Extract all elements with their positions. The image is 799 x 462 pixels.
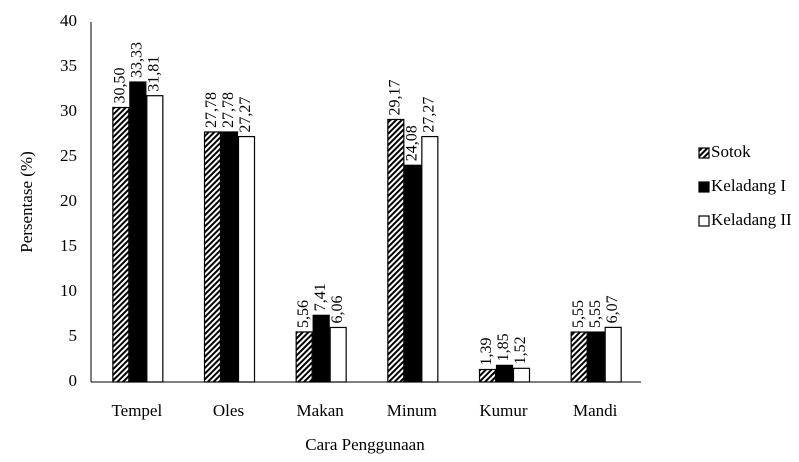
- value-label: 5,55: [570, 300, 587, 328]
- y-tick-label: 15: [60, 236, 77, 255]
- bar: [421, 135, 439, 383]
- y-tick-label: 40: [60, 11, 77, 30]
- bar: [220, 131, 239, 383]
- x-tick-label: Kumur: [479, 401, 528, 420]
- y-tick-label: 10: [60, 281, 77, 300]
- legend-swatch: [698, 215, 710, 227]
- legend-label: Keladang I: [711, 176, 786, 195]
- bar: [237, 135, 256, 383]
- value-label: 5,56: [295, 300, 312, 328]
- x-tick-label: Makan: [297, 401, 345, 420]
- x-tick-label: Mandi: [573, 401, 618, 420]
- bar: [404, 164, 422, 383]
- y-tick-label: 5: [69, 326, 78, 345]
- value-label: 5,55: [587, 300, 604, 328]
- x-tick-label: Tempel: [111, 401, 162, 420]
- x-tick-label: Oles: [213, 401, 244, 420]
- x-tick-label: Minum: [387, 401, 437, 420]
- bar: [512, 367, 531, 383]
- value-label: 29,17: [387, 79, 404, 115]
- value-label: 6,06: [329, 295, 346, 323]
- legend-label: Sotok: [711, 142, 751, 161]
- value-label: 30,50: [112, 68, 129, 104]
- value-label: 33,33: [129, 42, 146, 78]
- value-label: 1,52: [512, 336, 529, 364]
- legend-swatch: [698, 147, 710, 159]
- value-label: 1,39: [478, 337, 495, 365]
- bar: [203, 131, 222, 383]
- legend-label: Keladang II: [711, 210, 792, 229]
- value-label: 6,07: [604, 295, 621, 323]
- bar: [112, 106, 130, 383]
- legend-swatch: [698, 181, 710, 193]
- bar: [387, 118, 405, 383]
- bar: [129, 81, 147, 383]
- y-tick-label: 30: [60, 101, 77, 120]
- value-label: 27,27: [237, 97, 254, 133]
- bar: [604, 326, 622, 383]
- bar: [587, 331, 605, 383]
- value-label: 1,85: [495, 333, 512, 361]
- bar: [478, 368, 497, 383]
- bar: [329, 326, 347, 383]
- y-tick-label: 25: [60, 146, 77, 165]
- bar: [570, 331, 588, 383]
- value-label: 31,81: [146, 56, 163, 92]
- bar: [495, 364, 514, 383]
- value-label: 27,78: [220, 92, 237, 128]
- bar: [146, 95, 164, 383]
- bar: [295, 331, 313, 383]
- y-tick-label: 20: [60, 191, 77, 210]
- y-tick-label: 0: [69, 371, 78, 390]
- value-label: 27,78: [203, 92, 220, 128]
- value-label: 27,27: [421, 97, 438, 133]
- value-label: 7,41: [312, 283, 329, 311]
- bar: [312, 314, 330, 383]
- y-tick-label: 35: [60, 56, 77, 75]
- x-axis-label: Cara Penggunaan: [305, 435, 425, 454]
- y-axis-label: Persentase (%): [17, 151, 36, 253]
- value-label: 24,08: [404, 125, 421, 161]
